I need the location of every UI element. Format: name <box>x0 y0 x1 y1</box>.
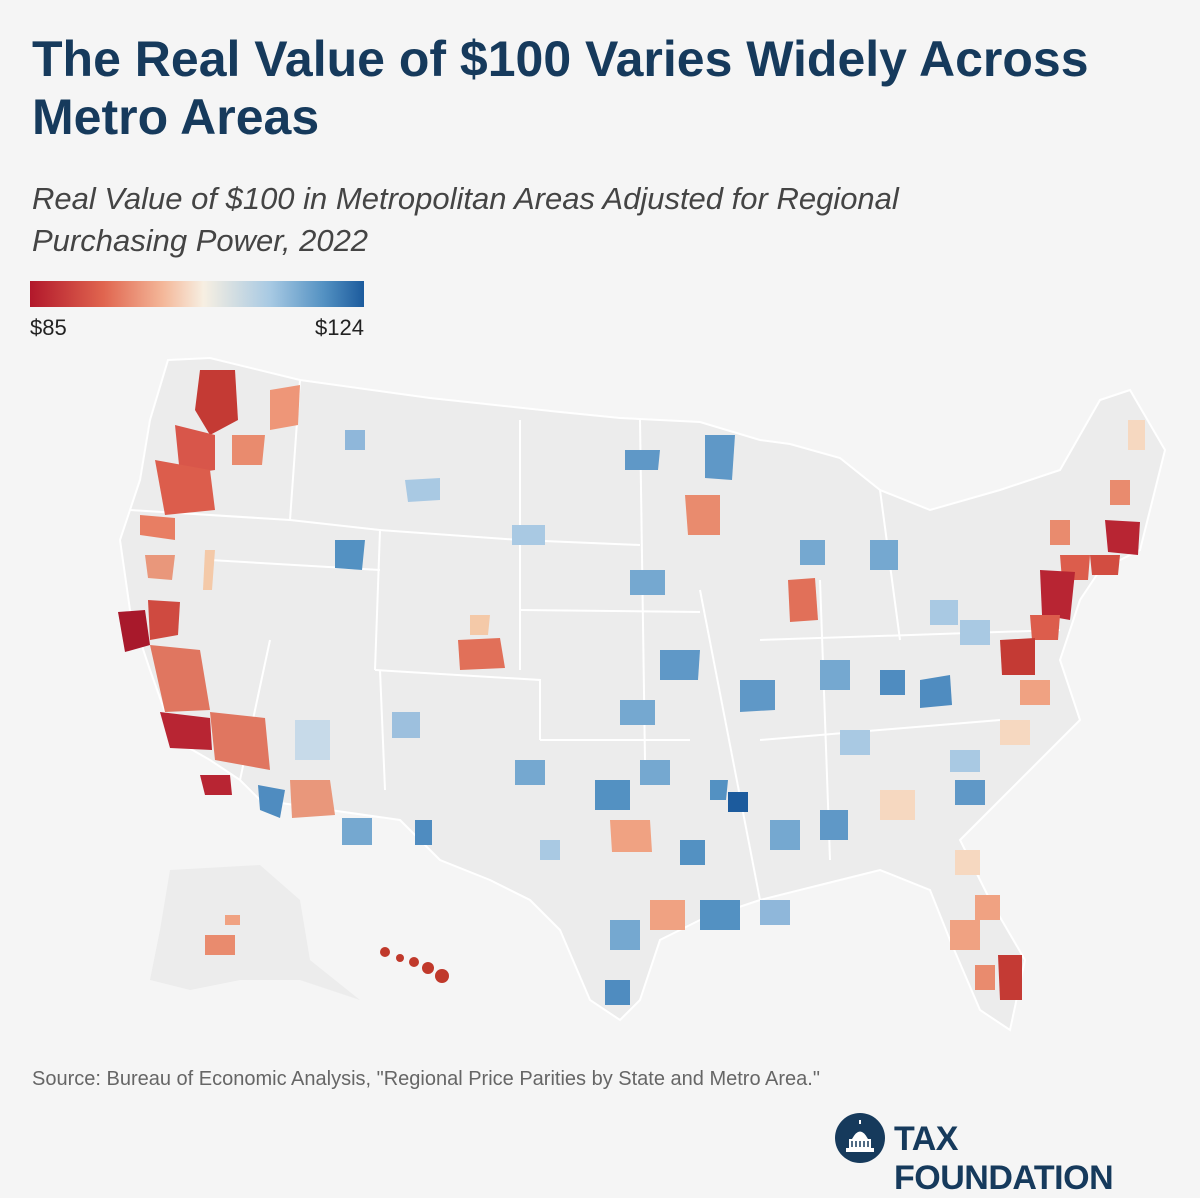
metro-tulsa <box>640 760 670 785</box>
legend-min-label: $85 <box>30 315 67 340</box>
metro-pittsburgh <box>960 620 990 645</box>
metro-atlanta <box>880 790 915 820</box>
metro-fargo <box>625 450 660 470</box>
metro-midland <box>540 840 560 860</box>
metro-sioux-falls <box>512 525 545 545</box>
metro-dc <box>1000 638 1035 675</box>
alaska-shape <box>150 865 360 1000</box>
metro-la <box>160 712 212 750</box>
metro-providence <box>1090 555 1120 575</box>
metro-shreveport <box>680 840 705 865</box>
metro-northern-ca <box>145 555 175 580</box>
metro-houston <box>700 900 740 930</box>
metro-detroit <box>870 540 898 570</box>
metro-vegas <box>295 720 330 760</box>
legend-max-label: $124 <box>315 315 364 340</box>
metro-charlotte <box>950 750 980 772</box>
metro-yuma <box>258 785 285 818</box>
metro-raleigh <box>1000 720 1030 745</box>
metro-missoula <box>345 430 365 450</box>
source-note: Source: Bureau of Economic Analysis, "Re… <box>32 1068 820 1090</box>
metro-austin <box>650 900 685 930</box>
metro-anchorage <box>205 935 235 955</box>
page-subtitle: Real Value of $100 in Metropolitan Areas… <box>32 181 899 258</box>
metro-kc <box>660 650 700 680</box>
metro-duluth <box>705 435 735 480</box>
metro-portland <box>155 460 215 515</box>
metro-nyc <box>1040 570 1075 620</box>
metro-denver <box>458 638 505 670</box>
metro-chicago <box>788 578 818 622</box>
brand-name: TAX FOUNDATION <box>894 1120 1114 1197</box>
metro-jacksonville <box>955 850 980 875</box>
metro-wichita <box>620 700 655 725</box>
metro-boulder <box>470 615 490 635</box>
metro-columbia <box>955 780 985 805</box>
metro-cleveland <box>930 600 958 625</box>
metro-milwaukee <box>800 540 825 565</box>
metro-phoenix <box>290 780 335 818</box>
metro-spokane <box>270 385 300 430</box>
metro-portland-me <box>1110 480 1130 505</box>
metro-albuquerque <box>392 712 420 738</box>
metro-corpus-christi <box>605 980 630 1005</box>
metro-louisville <box>880 670 905 695</box>
metro-minneapolis <box>685 495 720 535</box>
metro-inland-empire <box>210 712 270 770</box>
metro-birmingham <box>820 810 848 840</box>
metro-dallas <box>610 820 652 852</box>
metro-indianapolis <box>820 660 850 690</box>
metro-burlington <box>1128 420 1145 450</box>
metro-baltimore <box>1020 680 1050 705</box>
metro-omaha <box>630 570 665 595</box>
metro-fairbanks <box>225 915 240 925</box>
metro-sf-bay <box>118 610 150 652</box>
metro-st-louis <box>740 680 775 712</box>
page-title: The Real Value of $100 Varies Widely Acr… <box>32 31 1089 145</box>
metro-okc <box>595 780 630 810</box>
metro-salt-lake <box>335 540 365 570</box>
tax-foundation-logo: TAX FOUNDATION <box>834 1112 1174 1197</box>
metro-central-ca <box>150 645 210 712</box>
metro-san-diego <box>200 775 232 795</box>
metro-wa-east <box>232 435 265 465</box>
metro-knoxville <box>920 675 952 708</box>
metro-eugene <box>140 515 175 540</box>
metro-sacramento <box>148 600 180 640</box>
metro-little-rock <box>728 792 748 812</box>
metro-naples <box>975 965 995 990</box>
metro-philadelphia <box>1030 615 1060 640</box>
metro-boise <box>405 478 440 502</box>
metro-orlando <box>975 895 1000 920</box>
color-legend: $85 $124 <box>30 281 364 341</box>
us-metro-map <box>118 356 1167 1032</box>
metro-san-antonio <box>610 920 640 950</box>
legend-color-bar <box>30 281 364 307</box>
metro-miami <box>998 955 1022 1000</box>
metro-el-paso <box>415 820 432 845</box>
metro-new-orleans <box>760 900 790 925</box>
metro-nashville <box>840 730 870 755</box>
metro-tucson <box>342 818 372 845</box>
metro-tampa <box>950 920 980 950</box>
metro-albany <box>1050 520 1070 545</box>
metro-reno <box>203 550 215 590</box>
metro-boston <box>1105 520 1140 555</box>
metro-areas <box>118 370 1145 1005</box>
capitol-dome-icon <box>835 1113 885 1163</box>
metro-lubbock <box>515 760 545 785</box>
metro-memphis <box>710 780 728 800</box>
metro-jackson <box>770 820 800 850</box>
metro-tacoma <box>175 425 215 475</box>
hawaii-islands <box>380 947 449 983</box>
metro-seattle <box>195 370 238 435</box>
